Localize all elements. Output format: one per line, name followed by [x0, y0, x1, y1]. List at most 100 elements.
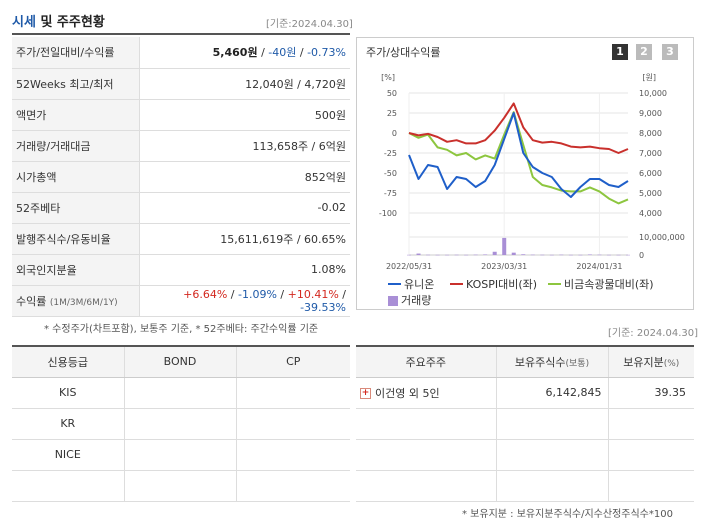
right-tick-label: 8,000 — [639, 129, 662, 138]
separator: / — [296, 46, 308, 60]
left-tick-label: -50 — [384, 169, 397, 178]
divider — [12, 33, 350, 35]
right-tick-label: 9,000 — [639, 109, 662, 118]
left-axis-unit: [%] — [381, 73, 395, 82]
volume-bar — [454, 254, 459, 256]
volume-bar — [530, 254, 535, 256]
ratio-cell: 39.35 — [607, 377, 694, 409]
bond-cell — [123, 408, 236, 440]
column-header: 보유주식수(보통) — [495, 345, 608, 378]
legend-label: KOSPI대비(좌) — [466, 278, 538, 291]
shares-cell — [495, 439, 608, 471]
return-3m: -1.09% — [238, 287, 277, 301]
chart-page-1-button[interactable]: 1 — [612, 44, 628, 60]
table-header-row: 주요주주 보유주식수(보통) 보유지분(%) — [356, 345, 694, 378]
ratio-cell — [607, 408, 694, 440]
holder-name-cell — [356, 408, 496, 440]
legend-swatch — [388, 296, 398, 306]
separator: / — [338, 287, 346, 301]
table-row: KIS — [12, 377, 350, 409]
row-value: 1.08% — [139, 254, 350, 286]
table-row: 거래량/거래대금 113,658주 / 6억원 — [12, 130, 350, 162]
chart-panel — [356, 37, 694, 310]
volume-bar — [464, 254, 469, 256]
volume-bar — [587, 254, 592, 255]
price-info-table: 주가/전일대비/수익률 5,460원 / -40원 / -0.73% 52Wee… — [12, 37, 350, 317]
bond-cell — [123, 470, 236, 502]
section-title: 시세 및 주주현황 — [12, 11, 105, 30]
cp-cell — [235, 439, 350, 471]
volume-tick-label: 10,000,000 — [639, 233, 685, 242]
x-tick-label: 2022/05/31 — [386, 262, 432, 271]
table-header-row: 신용등급 BOND CP — [12, 345, 350, 378]
column-header: CP — [235, 345, 350, 378]
expand-plus-icon[interactable]: + — [360, 388, 371, 399]
right-axis-unit: [원] — [642, 73, 656, 82]
right-tick-label: 4,000 — [639, 209, 662, 218]
table-row: 52Weeks 최고/최저 12,040원 / 4,720원 — [12, 68, 350, 100]
right-tick-label: 5,000 — [639, 189, 662, 198]
bond-cell — [123, 377, 236, 409]
holder-name[interactable]: 이건영 외 5인 — [375, 386, 440, 400]
agency-cell: NICE — [12, 439, 124, 471]
base-date: [기준:2024.04.30] — [266, 19, 353, 30]
volume-bar — [473, 254, 478, 256]
separator: / — [227, 287, 238, 301]
row-value: 852억원 — [139, 161, 350, 193]
table-row: 주가/전일대비/수익률 5,460원 / -40원 / -0.73% — [12, 37, 350, 69]
shares-cell — [495, 408, 608, 440]
volume-bar — [502, 237, 507, 255]
ratio-cell — [607, 439, 694, 471]
table-row: NICE — [12, 439, 350, 471]
right-tick-label: 7,000 — [639, 149, 662, 158]
table-row: 52주베타 -0.02 — [12, 192, 350, 224]
credit-rating-table: 신용등급 BOND CP KIS KR NICE — [12, 345, 350, 502]
column-header: BOND — [123, 345, 236, 378]
agency-cell — [12, 470, 124, 502]
table-row: 수익률 (1M/3M/6M/1Y) +6.64% / -1.09% / +10.… — [12, 285, 350, 317]
column-header-text: 보유주식수 — [514, 355, 566, 369]
column-header: 보유지분(%) — [607, 345, 694, 378]
volume-bar — [445, 254, 450, 256]
chart-page-2-button[interactable]: 2 — [636, 44, 652, 60]
section-title-main: 시세 — [12, 15, 36, 30]
bond-cell — [123, 439, 236, 471]
volume-bar — [521, 254, 526, 255]
returns-value: +6.64% / -1.09% / +10.41% / -39.53% — [139, 285, 350, 317]
row-value: 15,611,619주 / 60.65% — [139, 223, 350, 255]
table-row — [356, 470, 694, 502]
legend-swatch — [450, 283, 463, 285]
volume-bar — [616, 254, 621, 256]
table-row: 발행주식수/유동비율 15,611,619주 / 60.65% — [12, 223, 350, 255]
return-6m: +10.41% — [287, 287, 339, 301]
table-row: 외국인지분율 1.08% — [12, 254, 350, 286]
table-row: 액면가 500원 — [12, 99, 350, 131]
left-tick-label: 25 — [387, 109, 397, 118]
table-row — [12, 470, 350, 502]
holder-name-cell — [356, 439, 496, 471]
right-tick-label: 10,000 — [639, 89, 667, 98]
price-rate: -0.73% — [307, 46, 346, 60]
footnote: * 수정주가(차트포함), 보통주 기준, * 52주베타: 주간수익률 기준 — [44, 324, 319, 335]
cp-cell — [235, 377, 350, 409]
row-label: 외국인지분율 — [12, 254, 140, 286]
table-row: KR — [12, 408, 350, 440]
column-header: 주요주주 — [356, 345, 496, 378]
legend-swatch — [548, 283, 561, 285]
shares-cell: 6,142,845 — [495, 377, 608, 409]
volume-bar — [549, 254, 554, 256]
price-change: -40원 — [268, 46, 297, 60]
returns-label-sub: (1M/3M/6M/1Y) — [49, 297, 118, 308]
legend-item-kospi: KOSPI대비(좌) — [450, 276, 537, 292]
current-price: 5,460원 — [212, 46, 258, 60]
row-value: 12,040원 / 4,720원 — [139, 68, 350, 100]
x-tick-label: 2024/01/31 — [576, 262, 622, 271]
legend-item-volume: 거래량 — [388, 292, 431, 308]
row-value: 113,658주 / 6억원 — [139, 130, 350, 162]
volume-bar — [559, 254, 564, 256]
price-value: 5,460원 / -40원 / -0.73% — [139, 37, 350, 69]
row-label: 거래량/거래대금 — [12, 130, 140, 162]
chart-title: 주가/상대수익률 — [366, 46, 441, 59]
chart-page-3-button[interactable]: 3 — [662, 44, 678, 60]
base-date-2: [기준: 2024.04.30] — [608, 328, 699, 339]
